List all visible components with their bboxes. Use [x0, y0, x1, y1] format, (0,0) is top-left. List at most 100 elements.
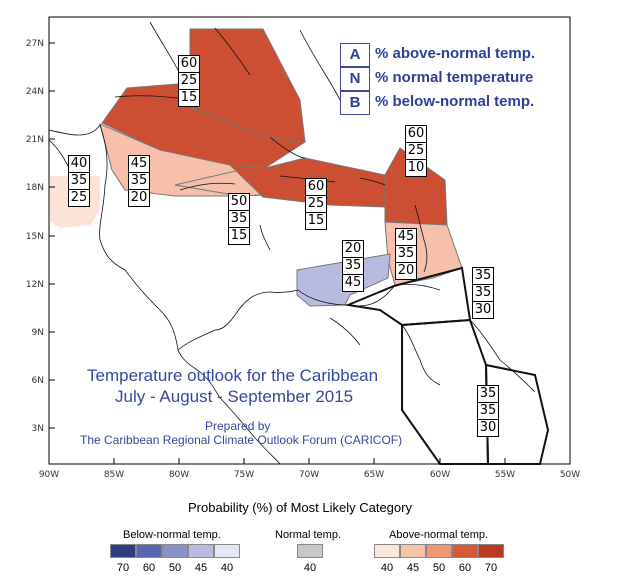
prob-above: 40: [70, 156, 88, 171]
prob-below: 30: [473, 301, 493, 317]
prob-box-jamaica: 50 35 15: [228, 193, 250, 245]
lat-label: 12N: [26, 280, 44, 290]
lon-label: 80W: [169, 470, 189, 480]
lon-label: 90W: [39, 470, 59, 480]
prob-above: 45: [397, 229, 415, 244]
above-swatch: [374, 544, 400, 558]
prob-normal: 25: [306, 195, 326, 211]
prob-box-belize: 40 35 25: [68, 155, 90, 207]
above-swatch: [452, 544, 478, 558]
colorbar-caption: Probability (%) of Most Likely Category: [188, 500, 412, 515]
above-swatch: [478, 544, 504, 558]
prob-above: 60: [180, 56, 198, 71]
prob-above: 35: [474, 268, 492, 283]
prob-below: 20: [129, 189, 149, 205]
normal-title: Normal temp.: [275, 529, 342, 541]
below-swatch: [136, 544, 162, 558]
prob-normal: 35: [129, 172, 149, 188]
lat-label: 9N: [32, 328, 44, 338]
below-label: 45: [194, 562, 208, 574]
prob-box-hispaniola: 60 25 15: [305, 178, 327, 230]
above-label: 60: [458, 562, 472, 574]
prob-above: 60: [407, 126, 425, 141]
prob-normal: 35: [229, 210, 249, 226]
prob-normal: 35: [69, 172, 89, 188]
below-label: 50: [168, 562, 182, 574]
below-swatch: [110, 544, 136, 558]
prob-below: 20: [396, 262, 416, 278]
prob-box-windwards: 45 35 20: [395, 228, 417, 280]
prob-above: 20: [344, 241, 362, 256]
above-label: 50: [432, 562, 446, 574]
prob-box-leewards: 60 25 10: [405, 125, 427, 177]
map-subtitle: July - August - September 2015: [115, 387, 354, 406]
key-letter-above: A: [340, 43, 370, 67]
prob-normal: 25: [406, 142, 426, 158]
prob-below: 30: [478, 419, 498, 435]
above-title: Above-normal temp.: [389, 529, 489, 541]
key-text-below: % below-normal temp.: [375, 93, 535, 110]
prob-box-bahamas: 60 25 15: [178, 55, 200, 107]
above-label: 40: [380, 562, 394, 574]
lat-label: 27N: [26, 39, 44, 49]
prob-above: 45: [130, 156, 148, 171]
lon-label: 55W: [495, 470, 515, 480]
lat-label: 18N: [26, 183, 44, 193]
region-suriname: [484, 363, 550, 465]
lon-label: 65W: [364, 470, 384, 480]
above-label: 70: [484, 562, 498, 574]
prob-normal: 35: [343, 257, 363, 273]
prob-box-cayman: 45 35 20: [128, 155, 150, 207]
lon-ticks: 90W 85W 80W 75W 70W 65W 60W 55W 50W: [39, 458, 580, 480]
key-letter-below: B: [340, 91, 370, 115]
prob-above: 50: [230, 194, 248, 209]
prob-below: 10: [406, 159, 426, 175]
prob-above: 60: [307, 179, 325, 194]
lon-label: 60W: [430, 470, 450, 480]
below-label: 70: [116, 562, 130, 574]
key-text-normal: % normal temperature: [375, 69, 534, 86]
below-label: 60: [142, 562, 156, 574]
below-swatch: [188, 544, 214, 558]
lon-label: 85W: [104, 470, 124, 480]
prob-normal: 35: [478, 402, 498, 418]
prob-normal: 25: [179, 72, 199, 88]
below-swatch: [162, 544, 188, 558]
map-title: Temperature outlook for the Caribbean: [87, 366, 379, 385]
lat-label: 21N: [26, 135, 44, 145]
lon-label: 50W: [560, 470, 580, 480]
prob-normal: 35: [396, 245, 416, 261]
above-swatch: [426, 544, 452, 558]
prepared-by: Prepared by: [205, 419, 271, 433]
below-label: 40: [220, 562, 234, 574]
lon-label: 75W: [234, 470, 254, 480]
prob-below: 15: [179, 89, 199, 105]
normal-swatch: [297, 544, 323, 558]
key-letter-normal: N: [340, 67, 370, 91]
prob-below: 15: [229, 227, 249, 243]
prob-box-trinidad: 35 35 30: [472, 267, 494, 319]
lat-label: 24N: [26, 87, 44, 97]
lon-label: 70W: [299, 470, 319, 480]
region-leewards: [384, 147, 448, 226]
forum-name: The Caribbean Regional Climate Outlook F…: [80, 433, 403, 447]
above-label: 45: [406, 562, 420, 574]
lat-ticks: 27N 24N 21N 18N 15N 12N 9N 6N 3N: [26, 39, 55, 434]
prob-normal: 35: [473, 284, 493, 300]
key-text-above: % above-normal temp.: [375, 45, 536, 62]
prob-box-abc: 20 35 45: [342, 240, 364, 292]
below-title: Below-normal temp.: [123, 529, 221, 541]
normal-label: 40: [303, 562, 317, 574]
prob-below: 15: [306, 212, 326, 228]
lat-label: 3N: [32, 424, 44, 434]
prob-box-guianas: 35 35 30: [477, 385, 499, 437]
above-swatch: [400, 544, 426, 558]
prob-above: 35: [479, 386, 497, 401]
prob-below: 25: [69, 189, 89, 205]
lat-label: 6N: [32, 376, 44, 386]
below-swatch: [214, 544, 240, 558]
prob-below: 45: [343, 274, 363, 290]
coastlines: [48, 21, 536, 465]
lat-label: 15N: [26, 232, 44, 242]
